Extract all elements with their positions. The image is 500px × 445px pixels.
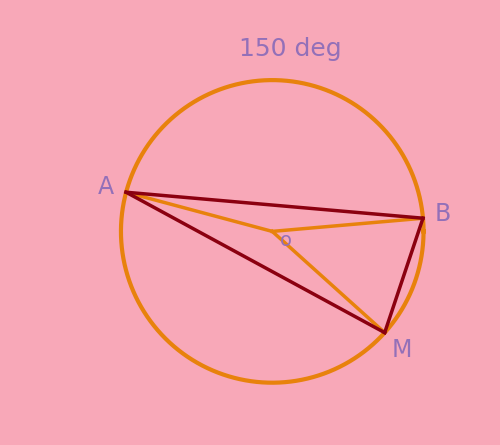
Text: M: M: [392, 338, 412, 361]
Text: o: o: [280, 231, 291, 250]
Text: A: A: [98, 175, 114, 199]
Text: 150 deg: 150 deg: [238, 37, 342, 61]
Text: B: B: [435, 202, 451, 226]
